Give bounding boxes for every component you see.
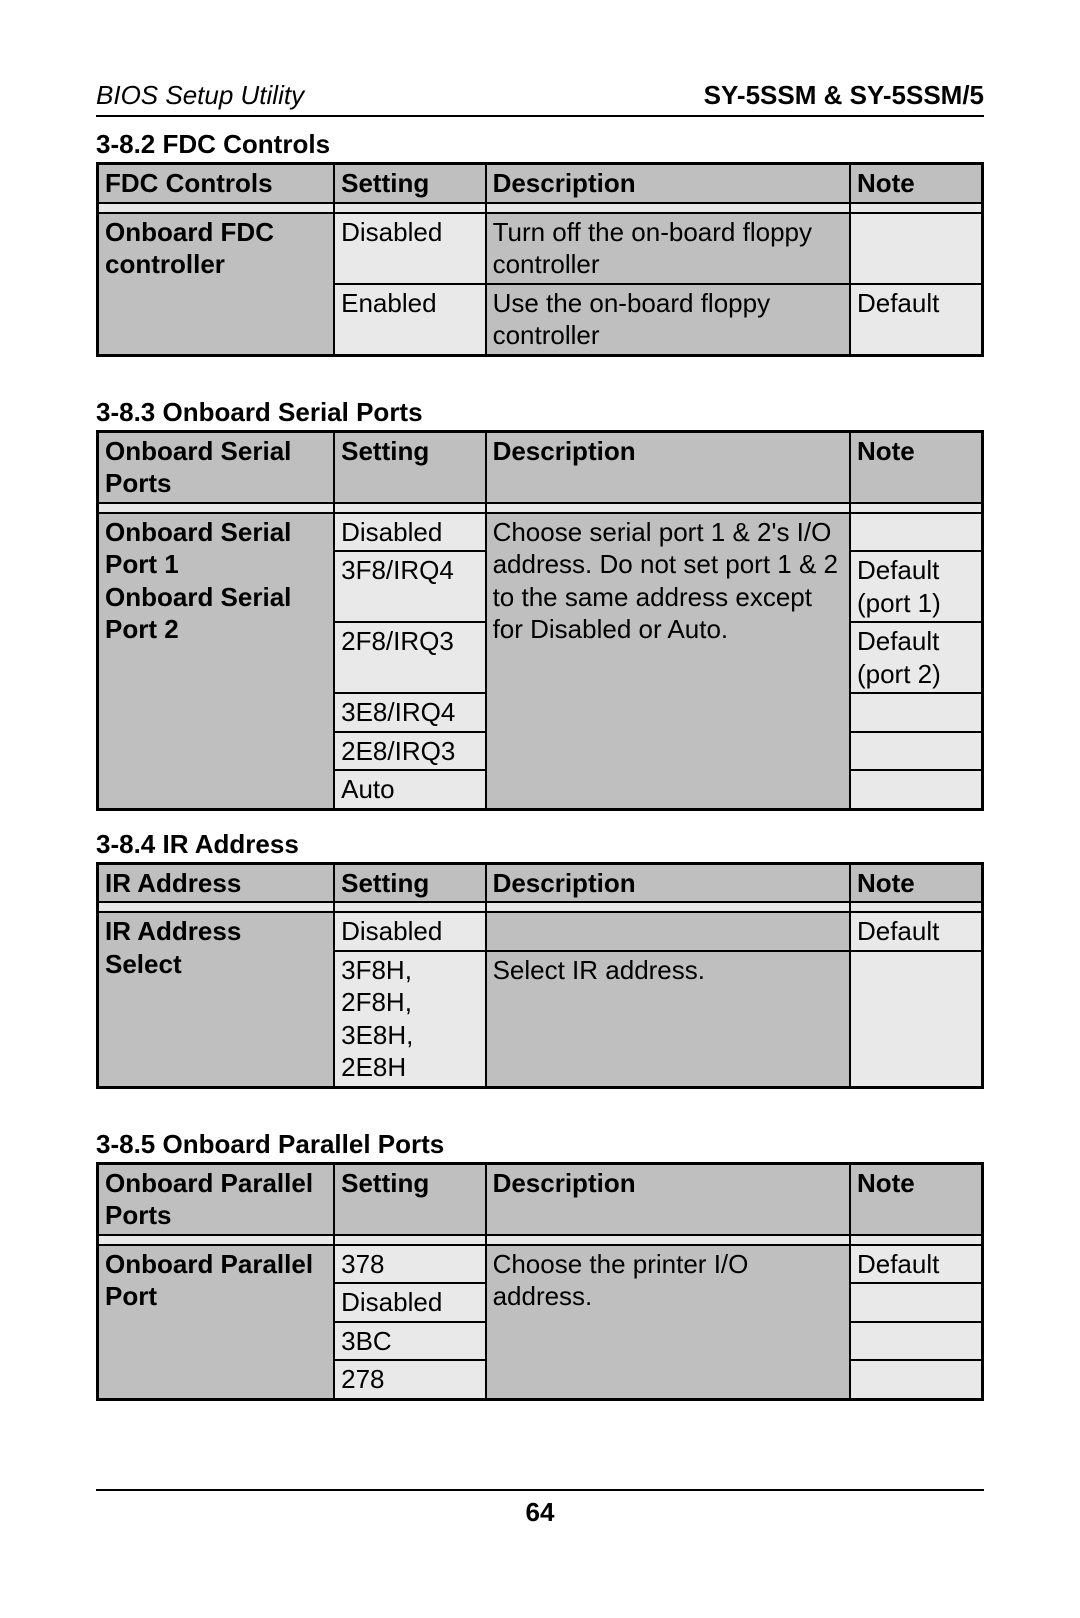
table-header-row: IR Address Setting Description Note [98,863,983,902]
cell-note [850,732,983,771]
section-title-parallel: 3-8.5 Onboard Parallel Ports [96,1129,984,1160]
col-header: Setting [334,863,485,902]
cell-note [850,1360,983,1399]
col-header: Note [850,863,983,902]
cell-note [850,1322,983,1361]
col-header: Note [850,1163,983,1235]
cell-note [850,951,983,1088]
cell-note [850,513,983,552]
document-page: BIOS Setup Utility SY-5SSM & SY-5SSM/5 3… [0,0,1080,1618]
table-spacer-row [98,203,983,213]
cell-note [850,213,983,284]
page-footer: 64 [96,1489,984,1528]
cell-note: Default (port 2) [850,622,983,693]
cell-setting: Enabled [334,284,485,356]
row-name: Onboard Parallel Port [98,1245,335,1400]
page-header: BIOS Setup Utility SY-5SSM & SY-5SSM/5 [96,80,984,117]
section-title-fdc: 3-8.2 FDC Controls [96,129,984,160]
col-header: Onboard Serial Ports [98,431,335,503]
cell-setting: 3E8/IRQ4 [334,693,485,732]
cell-setting: 3F8/IRQ4 [334,551,485,622]
table-row: Onboard Serial Port 1 Onboard Serial Por… [98,513,983,552]
table-header-row: FDC Controls Setting Description Note [98,164,983,203]
row-name-line: Onboard Parallel [105,1249,313,1279]
col-header: Description [486,1163,850,1235]
cell-note: Default [850,1245,983,1284]
cell-setting: 278 [334,1360,485,1399]
table-row: Onboard FDC controller Disabled Turn off… [98,213,983,284]
table-serial: Onboard Serial Ports Setting Description… [96,430,984,811]
row-name: Onboard Serial Port 1 Onboard Serial Por… [98,513,335,810]
col-header: Setting [334,431,485,503]
cell-setting: Disabled [334,513,485,552]
table-spacer-row [98,503,983,513]
col-header: Setting [334,164,485,203]
row-name-line: Select [105,949,182,979]
col-header: Description [486,164,850,203]
col-header: Note [850,431,983,503]
col-header: Note [850,164,983,203]
table-fdc: FDC Controls Setting Description Note On… [96,162,984,357]
col-header: Description [486,431,850,503]
table-row: Onboard Parallel Port 378 Choose the pri… [98,1245,983,1284]
row-name-line: Port [105,1281,157,1311]
row-name-line: Onboard Serial [105,517,291,547]
cell-note: Default (port 1) [850,551,983,622]
row-name: IR Address Select [98,912,335,1087]
col-header: Setting [334,1163,485,1235]
cell-desc: Use the on-board floppy controller [486,284,850,356]
page-number: 64 [526,1497,555,1527]
cell-setting: Disabled [334,213,485,284]
cell-note: Default [850,284,983,356]
table-header-row: Onboard Parallel Ports Setting Descripti… [98,1163,983,1235]
col-header: Description [486,863,850,902]
cell-desc: Select IR address. [486,951,850,1088]
table-spacer-row [98,902,983,912]
cell-setting: Disabled [334,912,485,951]
header-right: SY-5SSM & SY-5SSM/5 [704,80,984,111]
cell-setting: Auto [334,770,485,809]
cell-setting: 2E8/IRQ3 [334,732,485,771]
cell-setting: 3F8H, 2F8H, 3E8H, 2E8H [334,951,485,1088]
cell-note: Default [850,912,983,951]
row-name: Onboard FDC controller [98,213,335,356]
cell-setting: 2F8/IRQ3 [334,622,485,693]
cell-desc: Choose the printer I/O address. [486,1245,850,1400]
cell-desc: Turn off the on-board floppy controller [486,213,850,284]
cell-setting: Disabled [334,1283,485,1322]
table-ir: IR Address Setting Description Note IR A… [96,862,984,1089]
cell-note [850,770,983,809]
table-parallel: Onboard Parallel Ports Setting Descripti… [96,1162,984,1401]
cell-note [850,1283,983,1322]
col-header: FDC Controls [98,164,335,203]
col-header: IR Address [98,863,335,902]
table-header-row: Onboard Serial Ports Setting Description… [98,431,983,503]
cell-setting: 3BC [334,1322,485,1361]
row-name-line: Onboard FDC [105,217,274,247]
cell-note [850,693,983,732]
table-row: IR Address Select Disabled Default [98,912,983,951]
col-header: Onboard Parallel Ports [98,1163,335,1235]
row-name-line: controller [105,249,225,279]
section-title-ir: 3-8.4 IR Address [96,829,984,860]
section-title-serial: 3-8.3 Onboard Serial Ports [96,397,984,428]
row-name-line: Port 1 [105,549,179,579]
row-name-line: IR Address [105,916,241,946]
cell-desc [486,912,850,951]
header-left: BIOS Setup Utility [96,80,304,111]
cell-desc: Choose serial port 1 & 2's I/O address. … [486,513,850,810]
row-name-line: Port 2 [105,614,179,644]
cell-setting: 378 [334,1245,485,1284]
row-name-line: Onboard Serial [105,582,291,612]
table-spacer-row [98,1235,983,1245]
